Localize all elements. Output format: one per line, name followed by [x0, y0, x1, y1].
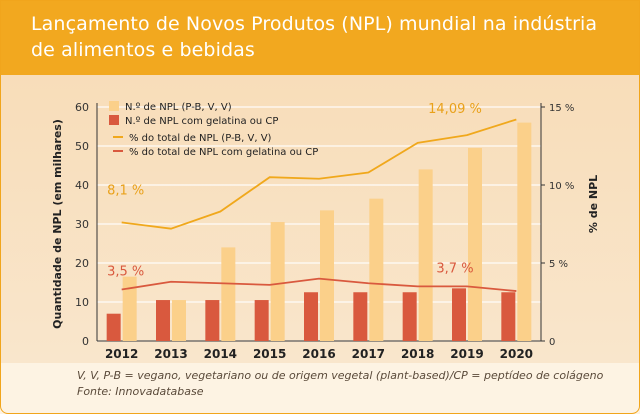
footnote: V, V, P-B = vegano, vegetariano ou de or… [77, 369, 604, 382]
x-tick-label: 2016 [302, 347, 335, 361]
bar-gelatina-cp [452, 288, 466, 341]
chart-title-line-1: Lançamento de Novos Produtos (NPL) mundi… [31, 13, 598, 35]
legend-label: N.º de NPL (P-B, V, V) [125, 102, 232, 113]
x-tick-label: 2014 [204, 347, 237, 361]
line-pct-gelatina-cp [121, 277, 517, 292]
x-tick-label: 2015 [253, 347, 286, 361]
y-tick-label: 50 [75, 140, 89, 153]
bar-pb-v-v [320, 210, 334, 341]
y-tick-label: 30 [75, 218, 89, 231]
y-tick-label: 0 [82, 335, 89, 348]
legend-label: % do total de NPL com gelatina ou CP [129, 147, 318, 158]
y-tick-label: 20 [75, 257, 89, 270]
y2-axis-title: % de NPL [587, 175, 600, 233]
bar-pb-v-v [418, 169, 433, 341]
data-annotation: 8,1 % [107, 183, 144, 198]
y2-tick-label: 15 % [549, 103, 574, 114]
y2-tick-label: 10 % [549, 181, 574, 192]
bar-pb-v-v [270, 222, 285, 341]
legend-label: % do total de NPL (P-B, V, V) [129, 133, 272, 144]
bar-pb-v-v [122, 276, 137, 341]
bar-gelatina-cp [156, 300, 170, 341]
x-tick-label: 2020 [500, 347, 533, 361]
x-tick-label: 2018 [401, 347, 434, 361]
data-annotation: 3,5 % [107, 265, 144, 280]
source-note: Fonte: Innovadatabase [77, 385, 204, 398]
bar-gelatina-cp [402, 292, 417, 341]
bar-gelatina-cp [254, 300, 269, 341]
x-tick-label: 2013 [154, 347, 187, 361]
x-tick-label: 2012 [105, 347, 138, 361]
y-tick-label: 10 [75, 296, 89, 309]
legend-swatch-pb-v-v [109, 101, 119, 111]
y-tick-label: 60 [75, 101, 89, 114]
chart-title-line-2: de alimentos e bebidas [31, 39, 255, 61]
bar-pb-v-v [468, 147, 482, 341]
y-tick-label: 40 [75, 179, 89, 192]
x-tick-label: 2017 [352, 347, 385, 361]
y2-tick-label: 5 % [549, 259, 568, 270]
data-annotation: 3,7 % [436, 261, 473, 276]
bar-pb-v-v [517, 122, 532, 341]
legend-label: N.º de NPL com gelatina ou CP [125, 116, 278, 127]
bar-gelatina-cp [106, 313, 121, 341]
bar-pb-v-v [369, 198, 384, 341]
bar-pb-v-v [172, 300, 186, 341]
title-bar: Lançamento de Novos Produtos (NPL) mundi… [1, 1, 639, 75]
bar-pb-v-v [221, 247, 236, 341]
x-tick-label: 2019 [450, 347, 483, 361]
y2-tick-label: 0 [549, 337, 555, 348]
bar-gelatina-cp [205, 300, 220, 341]
line-pct-pb-v-v [121, 118, 517, 230]
legend-swatch-gelatina-cp [109, 115, 119, 125]
data-annotation: 14,09 % [428, 102, 482, 117]
bar-gelatina-cp [353, 292, 368, 341]
bar-gelatina-cp [304, 292, 318, 341]
y-axis-title: Quantidade de NPL (em milhares) [51, 119, 64, 329]
bar-gelatina-cp [501, 292, 516, 341]
